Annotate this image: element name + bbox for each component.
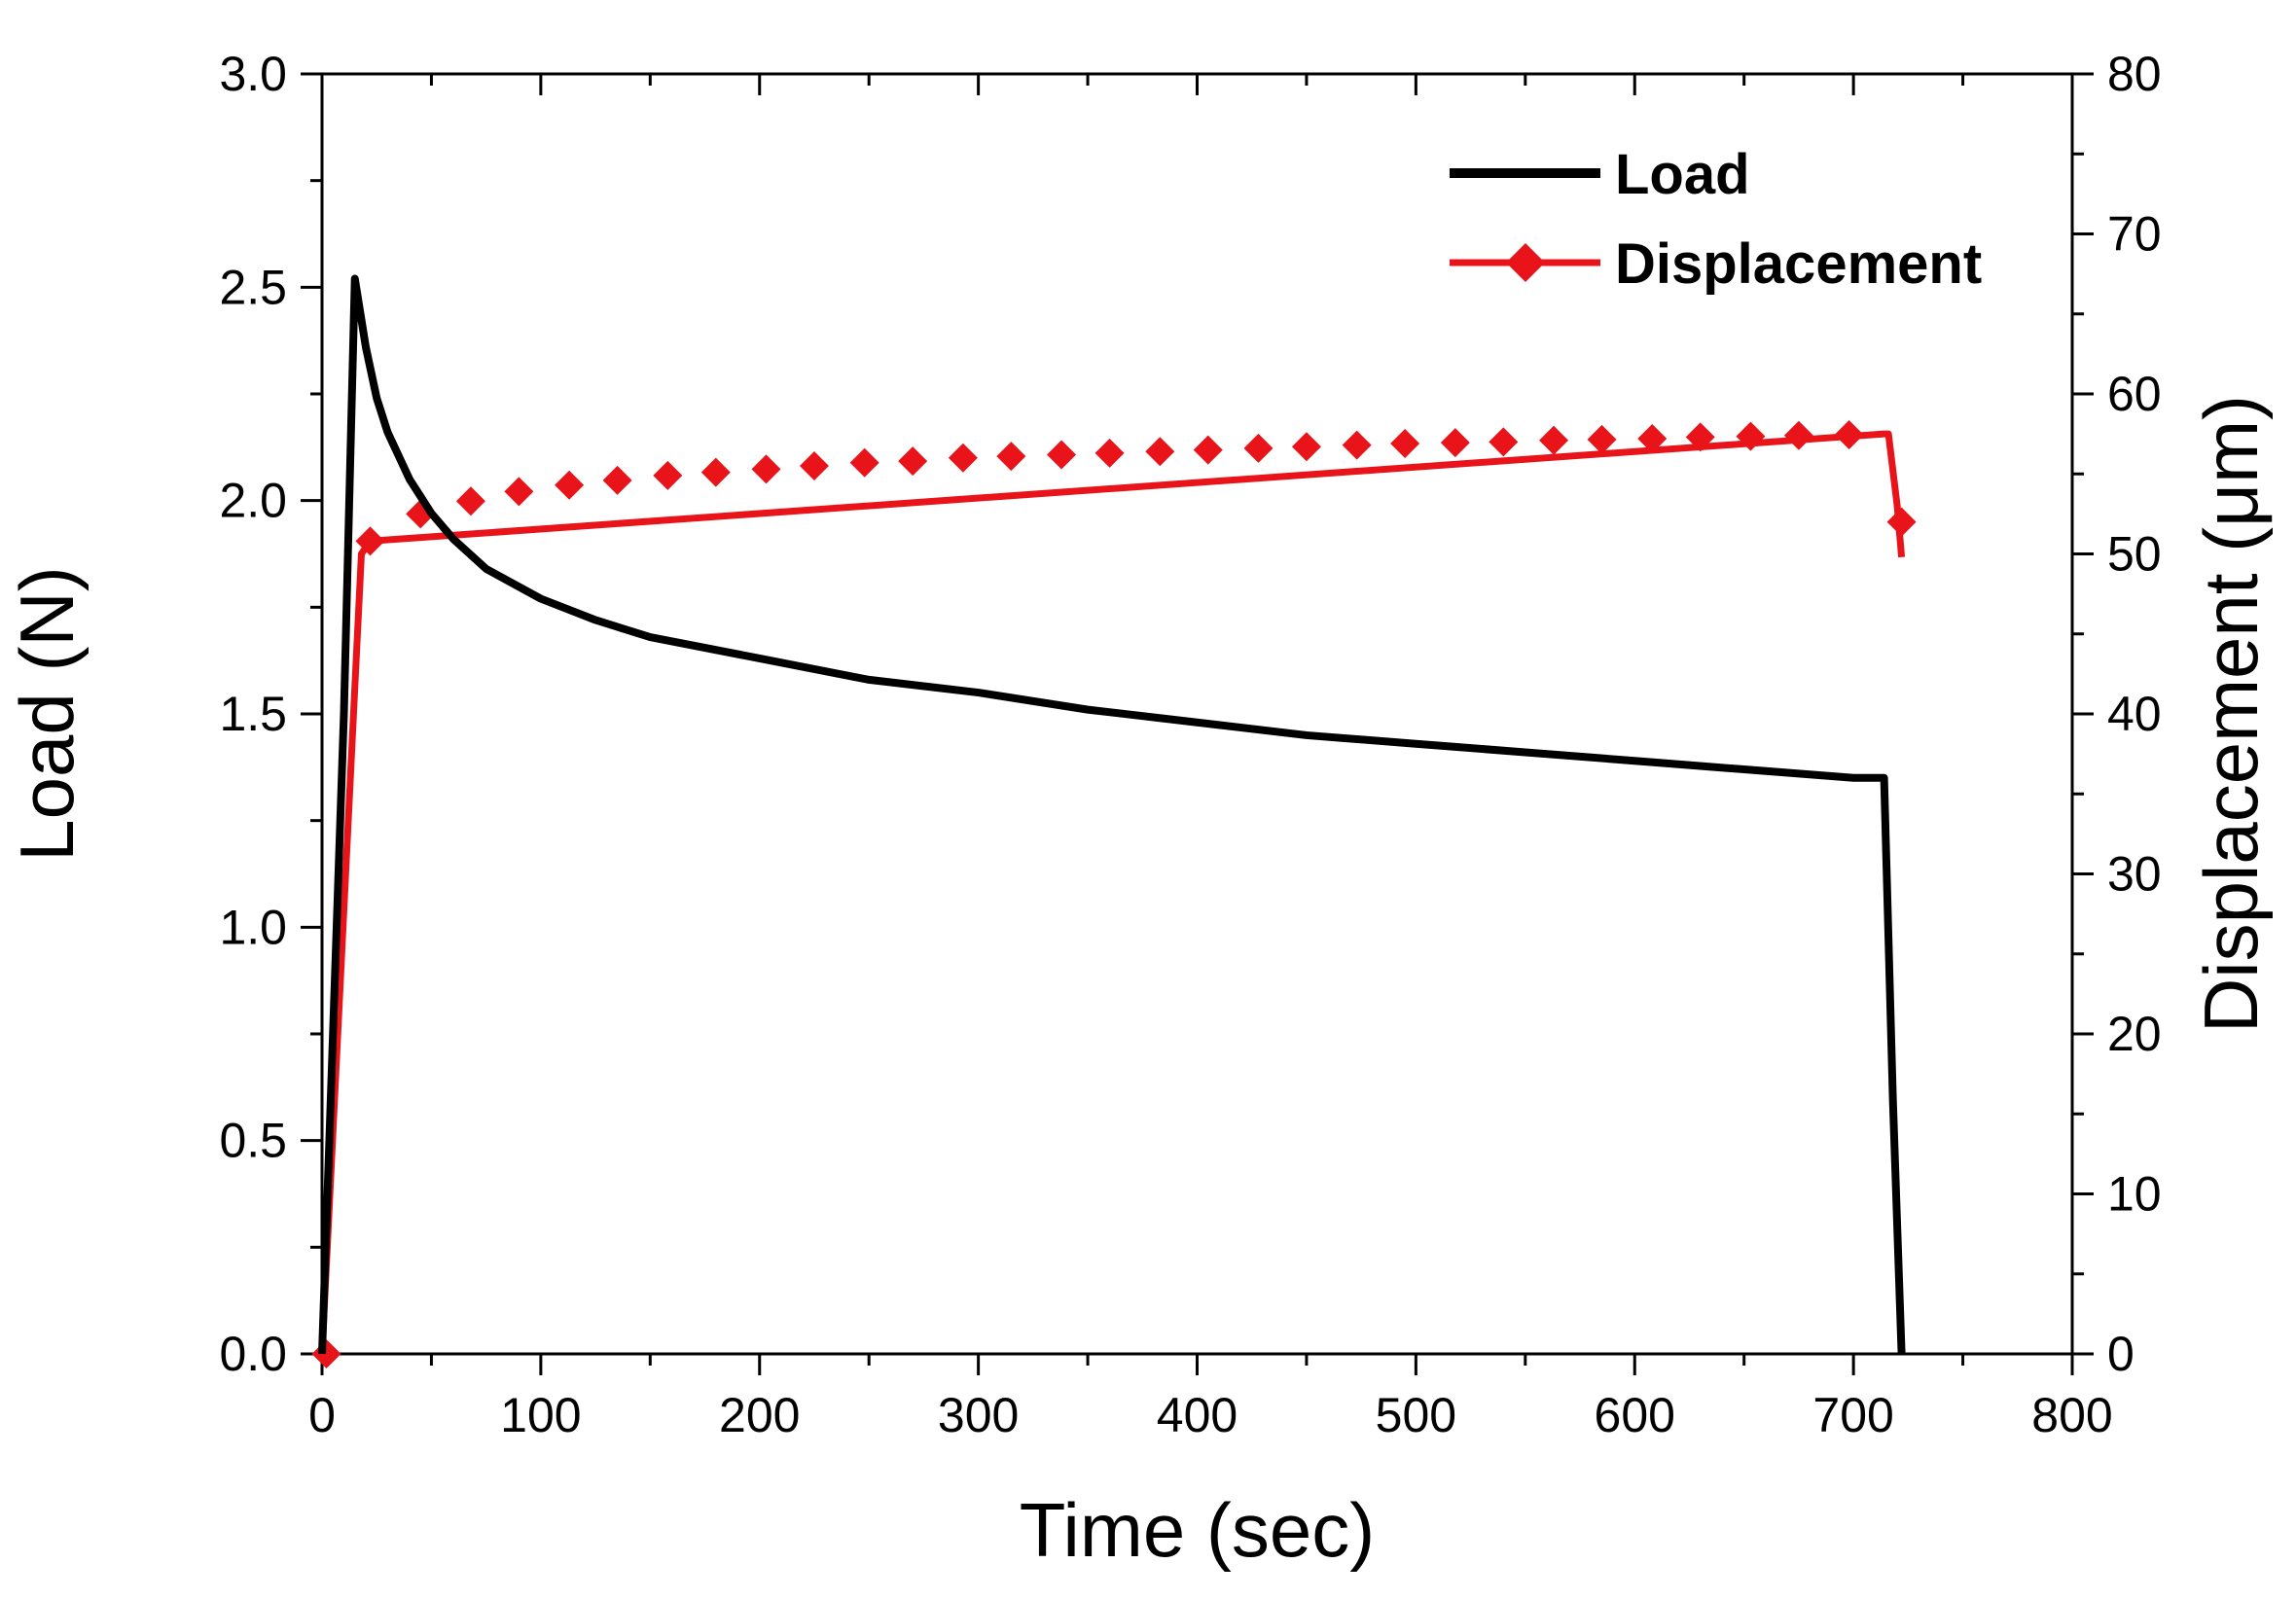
displacement-point: [653, 460, 683, 490]
displacement-point: [1587, 424, 1617, 454]
legend-displacement-label: Displacement: [1615, 232, 1982, 296]
x-tick-label: 700: [1812, 1388, 1893, 1442]
x-tick-label: 200: [719, 1388, 800, 1442]
displacement-point: [1886, 507, 1917, 537]
displacement-point: [1440, 428, 1470, 458]
y2-tick-label: 70: [2107, 207, 2162, 262]
displacement-point: [751, 454, 781, 484]
y2-tick-label: 20: [2107, 1007, 2162, 1061]
displacement-point: [1736, 421, 1766, 451]
y2-tick-label: 30: [2107, 847, 2162, 902]
y-tick-label: 0.5: [219, 1114, 287, 1168]
displacement-point: [700, 457, 731, 487]
displacement-point: [1243, 433, 1274, 463]
displacement-point: [1094, 438, 1125, 468]
displacement-point: [504, 477, 534, 507]
displacement-point: [1834, 419, 1864, 449]
displacement-point: [455, 486, 485, 516]
displacement-point: [1145, 437, 1175, 467]
displacement-point: [355, 526, 385, 556]
y-axis-title: Load (N): [4, 566, 90, 861]
displacement-point: [996, 442, 1026, 472]
displacement-point: [849, 447, 879, 478]
y2-tick-label: 10: [2107, 1167, 2162, 1222]
y-tick-label: 2.0: [219, 474, 287, 528]
x-tick-label: 0: [308, 1388, 336, 1442]
y2-tick-label: 80: [2107, 47, 2162, 101]
displacement-point: [1291, 432, 1321, 462]
displacement-point: [1390, 428, 1420, 458]
load-series-line: [318, 274, 1906, 1355]
displacement-point: [1193, 435, 1223, 465]
legend: Load Displacement: [1450, 143, 1982, 296]
y2-tick-label: 50: [2107, 527, 2162, 582]
y-tick-label: 2.5: [219, 260, 287, 314]
y-tick-label: 0.0: [219, 1327, 287, 1381]
displacement-point: [1685, 422, 1715, 452]
y-tick-label: 3.0: [219, 47, 287, 101]
x-tick-label: 800: [2031, 1388, 2112, 1442]
y-tick-label: 1.0: [219, 900, 287, 954]
displacement-point: [1539, 425, 1569, 455]
displacement-point: [602, 465, 632, 495]
y2-axis-title: Displacement (μm): [2188, 395, 2274, 1033]
displacement-point: [799, 451, 829, 481]
displacement-point: [1783, 420, 1813, 450]
displacement-point: [1489, 427, 1519, 457]
displacement-point: [555, 470, 585, 500]
displacement-point: [948, 443, 978, 473]
x-tick-label: 400: [1157, 1388, 1238, 1442]
x-tick-label: 500: [1376, 1388, 1456, 1442]
x-tick-label: 600: [1595, 1388, 1675, 1442]
y2-tick-label: 0: [2107, 1327, 2135, 1381]
axis-tick-labels: 0 100 200 300 400 500 600 700 8000.00.51.01.52.0…: [219, 47, 2161, 1442]
x-tick-label: 300: [938, 1388, 1019, 1442]
displacement-point: [1342, 430, 1372, 460]
displacement-series-line: [318, 430, 1906, 1355]
legend-displacement-marker: [1506, 243, 1545, 282]
displacement-point: [898, 446, 928, 477]
x-axis-title: Time (sec): [1020, 1487, 1375, 1573]
displacement-point: [1047, 440, 1077, 470]
axis-ticks: [301, 72, 2094, 1375]
displacement-point: [1637, 424, 1668, 454]
legend-load-label: Load: [1615, 143, 1750, 206]
series-layer: [311, 274, 1917, 1368]
y-tick-label: 1.5: [219, 687, 287, 741]
y2-tick-label: 40: [2107, 687, 2162, 741]
y2-tick-label: 60: [2107, 367, 2162, 421]
x-tick-label: 100: [500, 1388, 581, 1442]
